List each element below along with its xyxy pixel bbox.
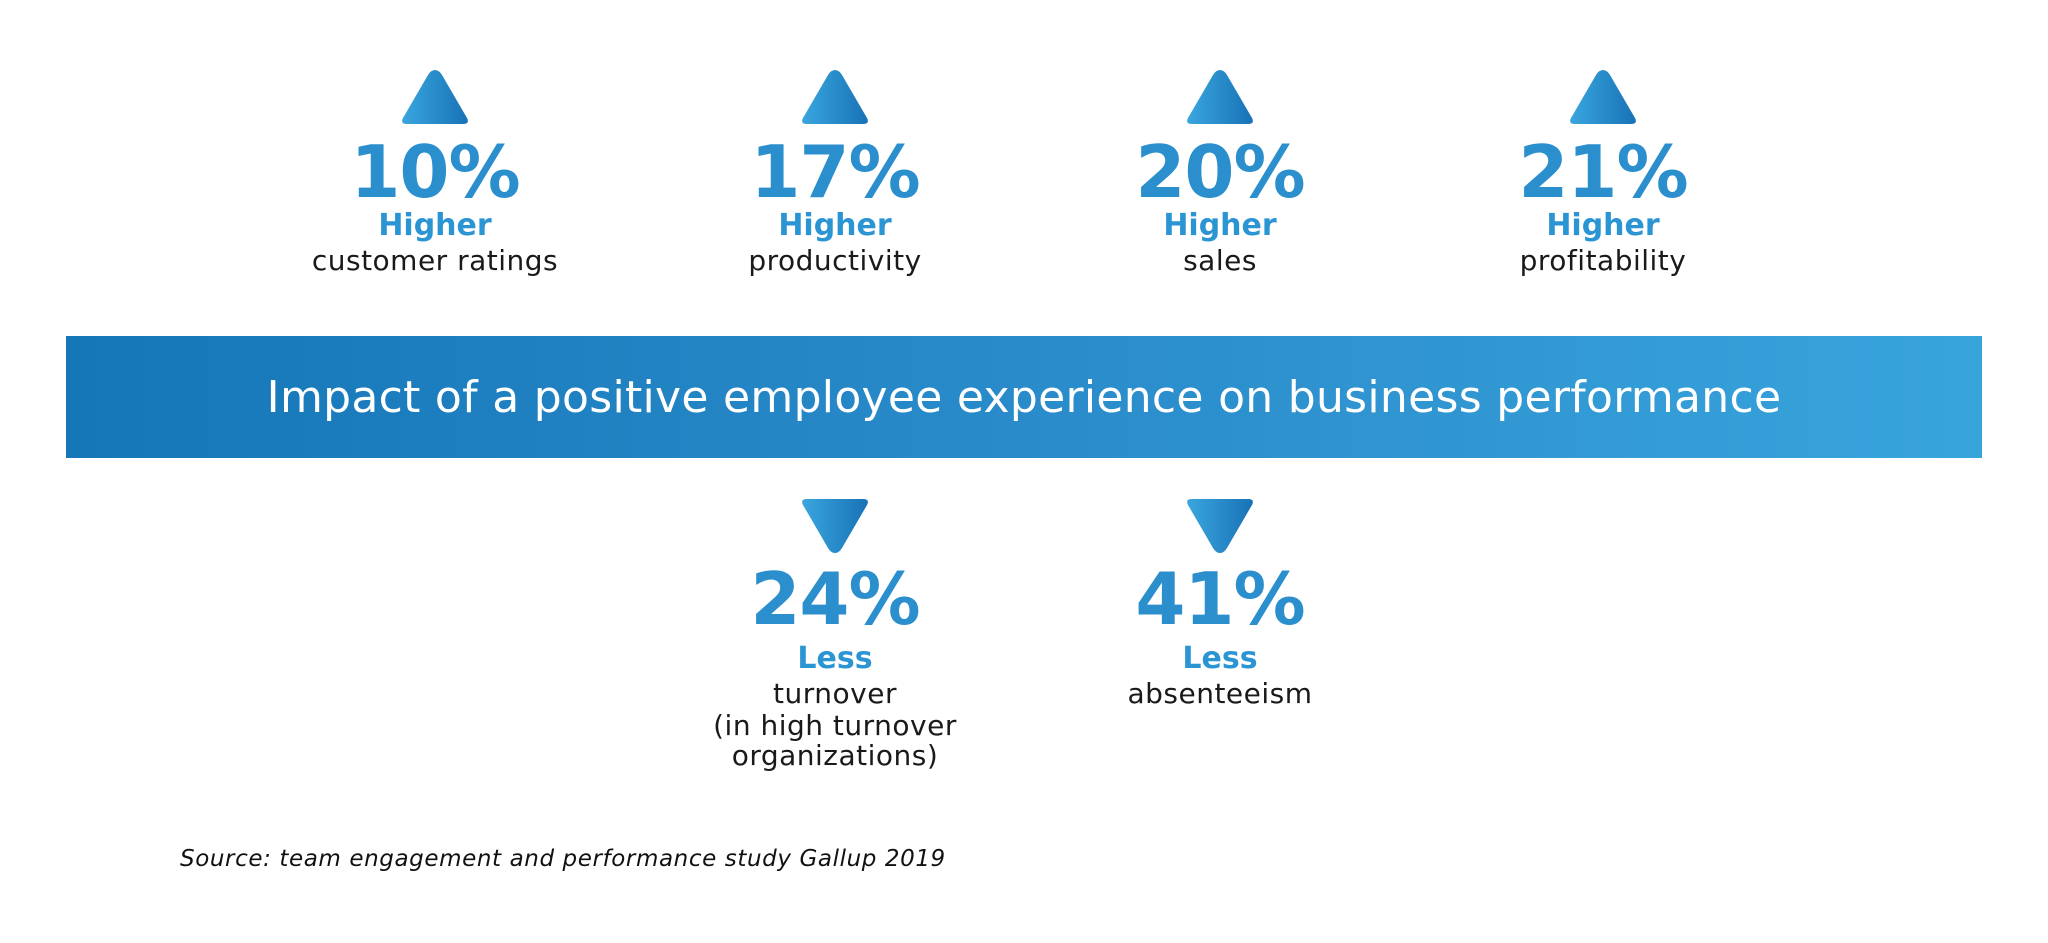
stat-qualifier: Higher [378,208,492,243]
stat-customer-ratings: 10% Higher customer ratings [245,66,625,278]
triangle-up-icon [1570,70,1636,124]
banner-title: Impact of a positive employee experience… [266,371,1782,423]
stat-qualifier: Higher [778,208,892,243]
triangle-up-icon [402,70,468,124]
stat-description: productivity [748,244,922,277]
stat-profitability: 21% Higher profitability [1413,66,1793,278]
title-banner: Impact of a positive employee experience… [66,336,1982,458]
stat-value: 24% [750,557,920,641]
stat-value: 20% [1135,130,1305,214]
triangle-up-icon [802,70,868,124]
stat-description: customer ratings [311,244,559,277]
stat-qualifier: Higher [1546,208,1660,243]
stat-qualifier: Higher [1163,208,1277,243]
stat-value: 17% [750,130,920,214]
triangle-down-icon [802,499,868,553]
stat-absenteeism: 41% Less absenteeism [1030,495,1410,711]
stat-qualifier: Less [1182,641,1258,676]
stat-qualifier: Less [797,641,873,676]
stat-note: (in high turnover organizations) [713,709,957,772]
stat-value: 21% [1518,130,1688,214]
stat-description: absenteeism [1127,677,1313,710]
stat-description: sales [1183,244,1257,277]
stat-sales: 20% Higher sales [1030,66,1410,278]
stat-description: turnover [773,677,897,710]
triangle-down-icon [1187,499,1253,553]
stat-productivity: 17% Higher productivity [645,66,1025,278]
stat-description: profitability [1519,244,1687,277]
stat-value: 10% [350,130,520,214]
source-citation: Source: team engagement and performance … [180,846,946,872]
triangle-up-icon [1187,70,1253,124]
stat-turnover: 24% Less turnover (in high turnover orga… [640,495,1030,771]
stat-value: 41% [1135,557,1305,641]
